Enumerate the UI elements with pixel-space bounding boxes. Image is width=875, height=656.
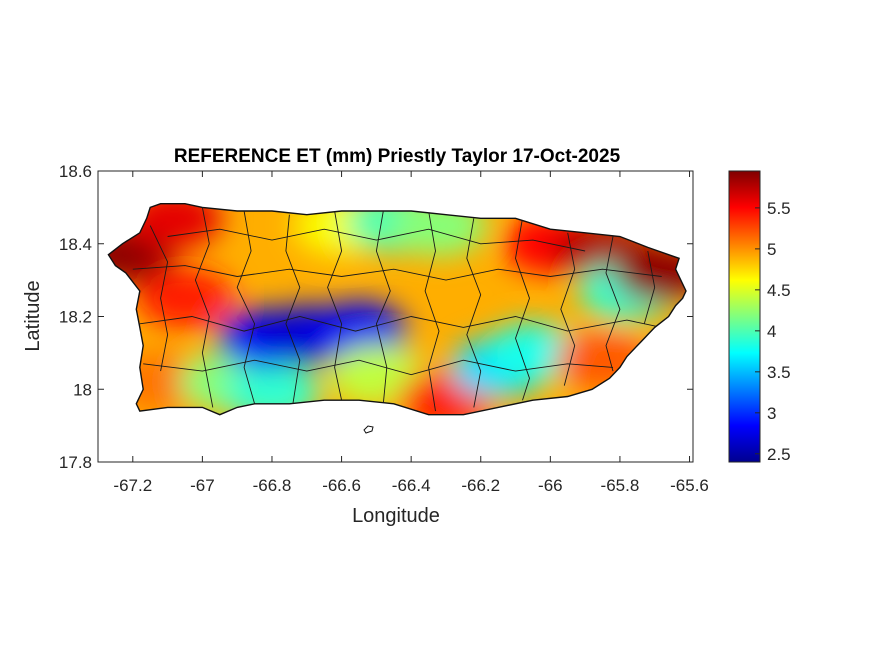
- municipality-boundary: [139, 316, 662, 332]
- municipality-boundaries: [132, 207, 662, 412]
- municipality-boundary: [605, 236, 621, 372]
- et-region-12: [328, 344, 425, 405]
- municipality-boundary: [167, 228, 586, 252]
- y-tick-label: 18.2: [59, 308, 92, 327]
- municipality-boundary: [143, 359, 614, 376]
- colorbar-tick-label: 5: [767, 240, 776, 259]
- x-tick-label: -66.6: [322, 476, 361, 495]
- municipality-boundary: [375, 210, 391, 404]
- x-tick-label: -65.6: [670, 476, 709, 495]
- et-region-2: [136, 268, 233, 329]
- x-tick-label: -65.8: [601, 476, 640, 495]
- caja-de-muertos-island: [363, 425, 374, 434]
- y-tick-label: 18: [73, 380, 92, 399]
- x-tick-label: -66.8: [253, 476, 292, 495]
- colorbar-tick-label: 4.5: [767, 281, 791, 300]
- municipality-boundary: [194, 207, 214, 408]
- municipality-boundary: [560, 232, 576, 386]
- municipality-boundary: [466, 218, 482, 408]
- x-tick-label: -67: [190, 476, 215, 495]
- et-region-1: [126, 203, 223, 249]
- municipality-boundary: [643, 250, 656, 324]
- y-tick-label: 18.4: [59, 235, 92, 254]
- colorbar-tick-label: 5.5: [767, 199, 791, 218]
- municipality-boundary: [424, 210, 440, 412]
- x-axis-label: Longitude: [352, 505, 440, 527]
- y-tick-label: 17.8: [59, 453, 92, 472]
- municipality-boundary: [132, 265, 662, 281]
- y-axis: 17.8 18 18.2 18.4 18.6: [59, 162, 693, 472]
- colorbar-tick-label: 3: [767, 404, 776, 423]
- y-axis-label: Latitude: [22, 280, 44, 351]
- x-tick-label: -66.2: [461, 476, 500, 495]
- coastline: [107, 203, 687, 416]
- colorbar-ticks: 2.5 3 3.5 4 4.5 5 5.5: [755, 199, 791, 464]
- colorbar-tick-label: 3.5: [767, 363, 791, 382]
- municipality-boundary: [236, 210, 256, 404]
- colorbar-tick-label: 2.5: [767, 445, 791, 464]
- colorbar-tick-label: 4: [767, 322, 776, 341]
- municipality-boundary: [327, 210, 343, 401]
- x-tick-label: -66: [538, 476, 563, 495]
- chart-title: REFERENCE ET (mm) Priestly Taylor 17-Oct…: [174, 146, 621, 167]
- x-axis: -67.2 -67 -66.8 -66.6 -66.4 -66.2 -66 -65.8 -65.…: [113, 171, 709, 495]
- x-tick-label: -66.4: [392, 476, 431, 495]
- y-tick-label: 18.6: [59, 162, 92, 181]
- municipality-boundary: [149, 225, 169, 372]
- municipality-boundary: [285, 214, 301, 404]
- x-tick-label: -67.2: [113, 476, 152, 495]
- colorbar: [728, 170, 761, 463]
